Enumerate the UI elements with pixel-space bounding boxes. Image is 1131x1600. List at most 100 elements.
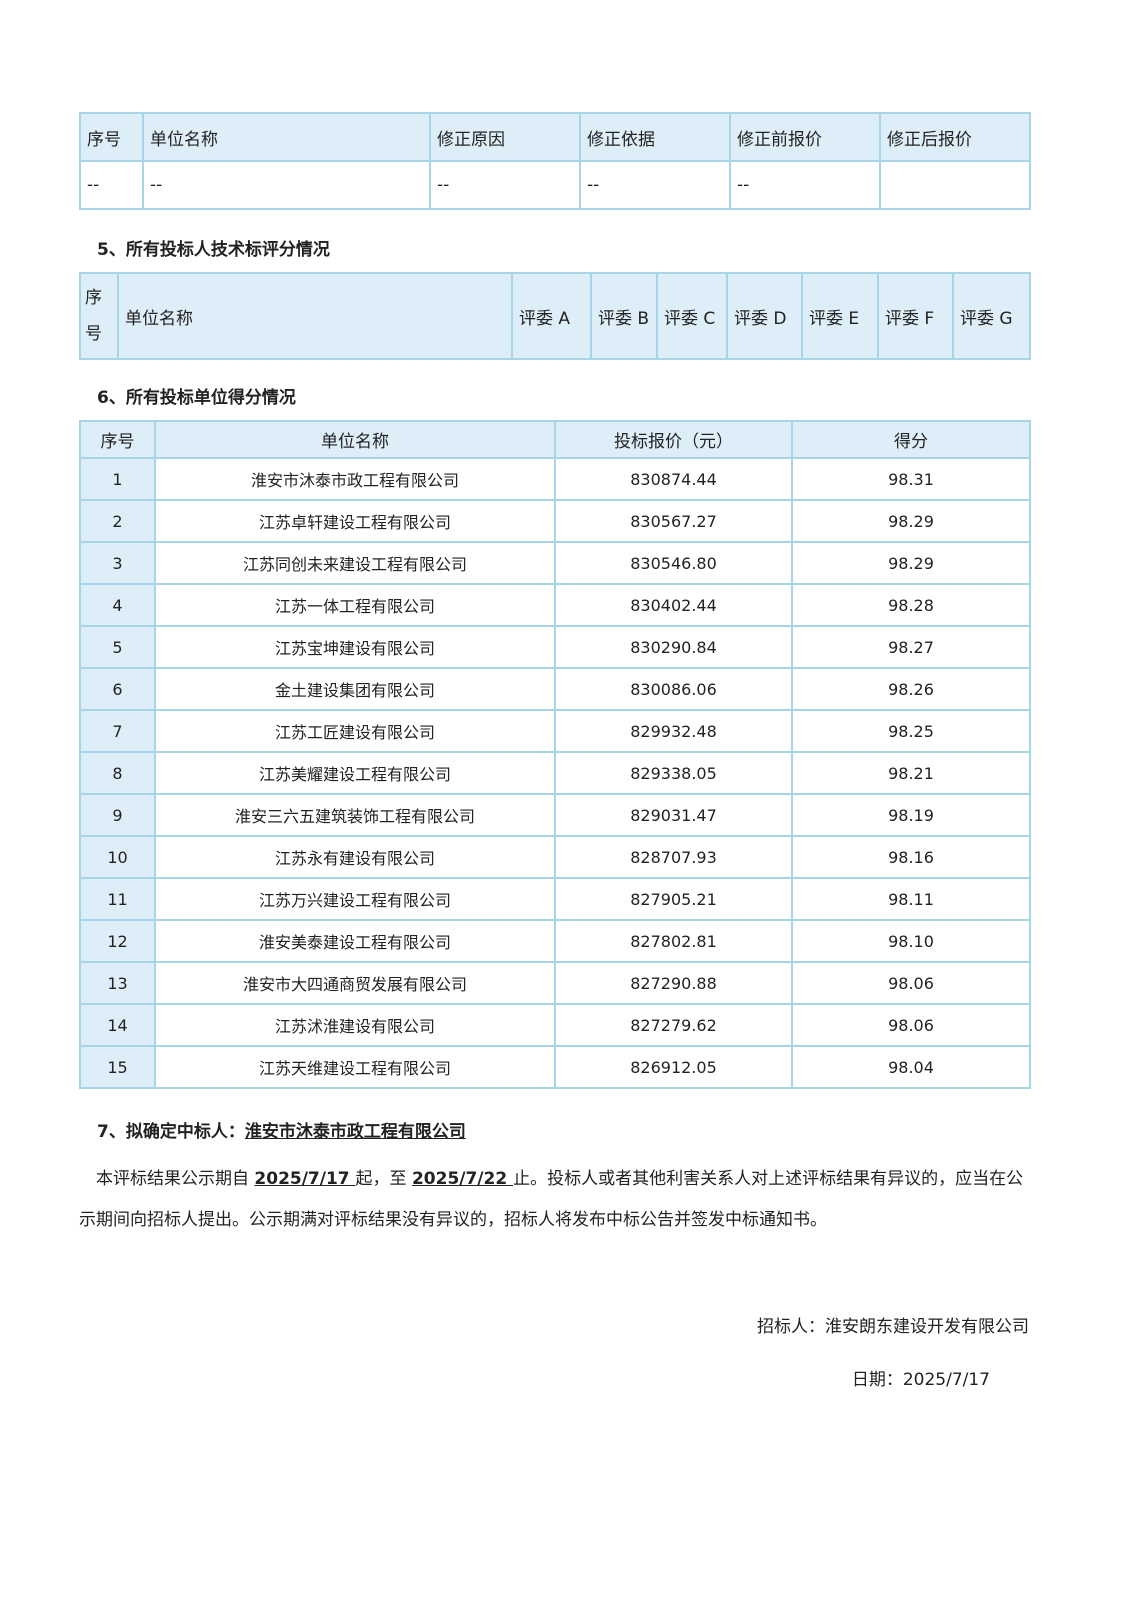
table-cell: -- [79, 160, 144, 210]
table-cell: 98.27 [791, 625, 1031, 669]
table-cell: 827905.21 [554, 877, 793, 921]
table-cell: 830290.84 [554, 625, 793, 669]
table-cell: 5 [79, 625, 156, 669]
table-cell: 单位名称 [154, 420, 556, 459]
table-cell: 829338.05 [554, 751, 793, 795]
table-cell: 827802.81 [554, 919, 793, 963]
table-cell: 江苏工匠建设有限公司 [154, 709, 556, 753]
table-cell: 单位名称 [142, 112, 431, 162]
section-5-heading: 5、所有投标人技术标评分情况 [97, 240, 330, 260]
table-cell: 829031.47 [554, 793, 793, 837]
table-cell: 评委 B [590, 272, 658, 360]
table-cell: 序号 [79, 420, 156, 459]
notice-text-3: 止。投标人或者其他利害关系人对上述评标结果有异议的，应当在公示期间向招标人提出。… [79, 1169, 1024, 1230]
table-cell: 江苏万兴建设工程有限公司 [154, 877, 556, 921]
bidder-score-table: 序号 单位名称 投标报价（元） 得分 1 淮安市沐泰市政工程有限公司 830874.44 9… [79, 420, 1031, 1089]
table-cell: 7 [79, 709, 156, 753]
table-cell: 14 [79, 1003, 156, 1047]
table-cell: 投标报价（元） [554, 420, 793, 459]
winner-name: 淮安市沐泰市政工程有限公司 [244, 1122, 466, 1142]
table-cell: 江苏宝坤建设有限公司 [154, 625, 556, 669]
table-cell: 4 [79, 583, 156, 627]
table-cell: 827290.88 [554, 961, 793, 1005]
table-cell [879, 160, 1031, 210]
table-cell: 98.28 [791, 583, 1031, 627]
end-date: 2025/7/22 [411, 1169, 514, 1189]
table-cell: -- [579, 160, 731, 210]
table-cell: 淮安美泰建设工程有限公司 [154, 919, 556, 963]
table-row: 8 江苏美耀建设工程有限公司 829338.05 98.21 [79, 751, 1031, 795]
table-cell: 3 [79, 541, 156, 585]
table-cell: 828707.93 [554, 835, 793, 879]
table-cell: 12 [79, 919, 156, 963]
table-row: 12 淮安美泰建设工程有限公司 827802.81 98.10 [79, 919, 1031, 963]
table-cell: 98.26 [791, 667, 1031, 711]
price-correction-table: 序号 单位名称 修正原因 修正依据 修正前报价 修正后报价 -- -- -- -- -- [79, 112, 1031, 210]
date: 日期：2025/7/17 [851, 1370, 990, 1390]
table-cell: 评委 E [801, 272, 879, 360]
table-cell: 6 [79, 667, 156, 711]
start-date: 2025/7/17 [254, 1169, 356, 1189]
table-header-row: 序号 单位名称 评委 A 评委 B 评委 C 评委 D 评委 E 评委 F 评委 G [79, 272, 1031, 360]
table-cell: 1 [79, 457, 156, 501]
table-cell: 江苏天维建设工程有限公司 [154, 1045, 556, 1089]
table-row: 13 淮安市大四通商贸发展有限公司 827290.88 98.06 [79, 961, 1031, 1005]
table-cell: 827279.62 [554, 1003, 793, 1047]
table-cell: 98.10 [791, 919, 1031, 963]
table-cell: 98.21 [791, 751, 1031, 795]
table-cell: -- [142, 160, 431, 210]
table-cell: 修正后报价 [879, 112, 1031, 162]
table-cell: 98.16 [791, 835, 1031, 879]
table-cell: 830874.44 [554, 457, 793, 501]
table-cell: 98.06 [791, 1003, 1031, 1047]
table-cell: 序号 [79, 272, 119, 360]
table-cell: 江苏美耀建设工程有限公司 [154, 751, 556, 795]
table-cell: 9 [79, 793, 156, 837]
table-row: 15 江苏天维建设工程有限公司 826912.05 98.04 [79, 1045, 1031, 1089]
table-cell: 8 [79, 751, 156, 795]
notice-paragraph: 本评标结果公示期自 2025/7/17 起，至 2025/7/22 止。投标人或… [79, 1159, 1039, 1241]
table-cell: 98.06 [791, 961, 1031, 1005]
section-7-heading: 7、拟确定中标人：淮安市沐泰市政工程有限公司 [97, 1117, 466, 1142]
table-cell: 修正原因 [429, 112, 581, 162]
table-header-row: 序号 单位名称 投标报价（元） 得分 [79, 420, 1031, 459]
table-cell: -- [429, 160, 581, 210]
table-cell: 评委 C [656, 272, 728, 360]
table-row: 10 江苏永有建设有限公司 828707.93 98.16 [79, 835, 1031, 879]
table-row: 14 江苏沭淮建设有限公司 827279.62 98.06 [79, 1003, 1031, 1047]
technical-score-table: 序号 单位名称 评委 A 评委 B 评委 C 评委 D 评委 E 评委 F 评委 G [79, 272, 1031, 360]
table-row: 6 金土建设集团有限公司 830086.06 98.26 [79, 667, 1031, 711]
tenderer: 招标人：淮安朗东建设开发有限公司 [757, 1317, 1029, 1337]
table-cell: 98.04 [791, 1045, 1031, 1089]
table-cell: 金土建设集团有限公司 [154, 667, 556, 711]
table-cell: 830086.06 [554, 667, 793, 711]
table-cell: 修正依据 [579, 112, 731, 162]
table-row: 1 淮安市沐泰市政工程有限公司 830874.44 98.31 [79, 457, 1031, 501]
table-cell: 江苏一体工程有限公司 [154, 583, 556, 627]
table-cell: 98.19 [791, 793, 1031, 837]
table-row: 11 江苏万兴建设工程有限公司 827905.21 98.11 [79, 877, 1031, 921]
table-row: 7 江苏工匠建设有限公司 829932.48 98.25 [79, 709, 1031, 753]
table-cell: 11 [79, 877, 156, 921]
table-header-row: 序号 单位名称 修正原因 修正依据 修正前报价 修正后报价 [79, 112, 1031, 162]
table-cell: 98.31 [791, 457, 1031, 501]
table-cell: 序号 [79, 112, 144, 162]
table-cell: 13 [79, 961, 156, 1005]
section-6-heading: 6、所有投标单位得分情况 [97, 388, 296, 408]
table-cell: 江苏卓轩建设工程有限公司 [154, 499, 556, 543]
table-cell: 评委 F [877, 272, 954, 360]
table-cell: 江苏沭淮建设有限公司 [154, 1003, 556, 1047]
table-cell: 淮安市大四通商贸发展有限公司 [154, 961, 556, 1005]
table-cell: 830546.80 [554, 541, 793, 585]
table-row: -- -- -- -- -- [79, 160, 1031, 210]
table-cell: 2 [79, 499, 156, 543]
table-cell: 淮安市沐泰市政工程有限公司 [154, 457, 556, 501]
section-7-label: 7、拟确定中标人： [97, 1122, 245, 1142]
table-row: 5 江苏宝坤建设有限公司 830290.84 98.27 [79, 625, 1031, 669]
notice-text-2: 起，至 [355, 1169, 412, 1189]
table-cell: 江苏同创未来建设工程有限公司 [154, 541, 556, 585]
notice-text-1: 本评标结果公示期自 [96, 1169, 255, 1189]
table-row: 4 江苏一体工程有限公司 830402.44 98.28 [79, 583, 1031, 627]
table-cell: 淮安三六五建筑装饰工程有限公司 [154, 793, 556, 837]
